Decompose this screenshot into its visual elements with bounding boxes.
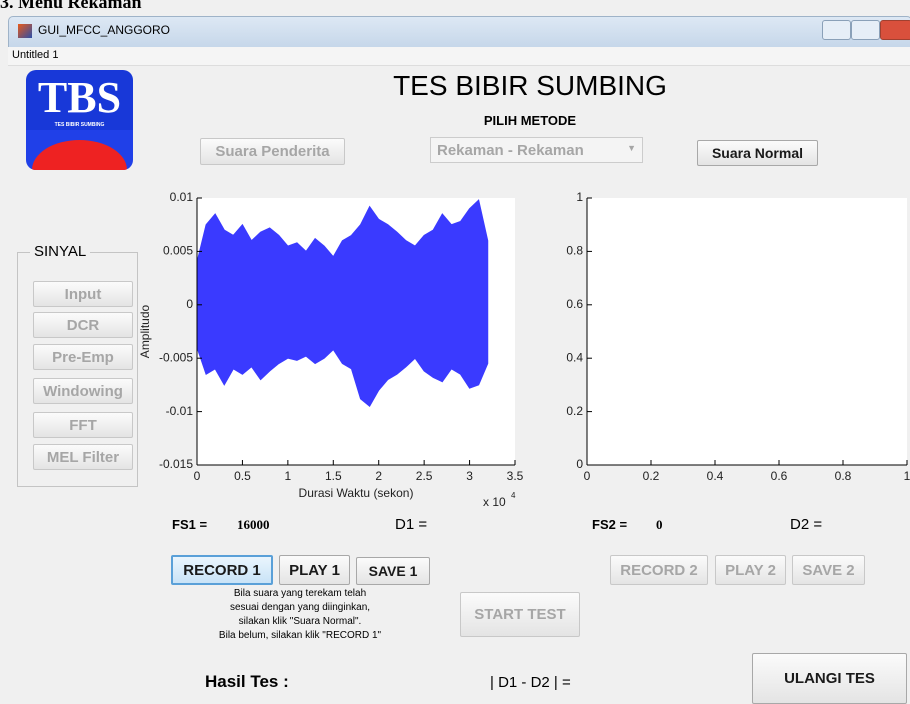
d1-label: D1 = bbox=[395, 516, 428, 533]
y-tick-label: 1 bbox=[576, 190, 583, 204]
method-dropdown[interactable]: Rekaman - Rekaman ▼ bbox=[430, 137, 643, 163]
app-icon bbox=[18, 24, 32, 38]
y-tick-label: 0.8 bbox=[566, 244, 583, 258]
fs2-value: 0 bbox=[656, 517, 663, 532]
ulangi-button[interactable]: ULANGI TES bbox=[752, 653, 907, 704]
start-test-button[interactable]: START TEST bbox=[460, 592, 580, 637]
y-tick-label: -0.005 bbox=[159, 350, 193, 364]
menu-bar bbox=[8, 47, 910, 66]
save2-button[interactable]: SAVE 2 bbox=[792, 555, 865, 585]
sinyal-button[interactable]: MEL Filter bbox=[33, 444, 133, 470]
instructions: Bila suara yang terekam telah sesuai deng… bbox=[180, 587, 420, 643]
sinyal-button[interactable]: Windowing bbox=[33, 378, 133, 404]
fs1-value: 16000 bbox=[237, 517, 270, 532]
x-tick-label: 2 bbox=[375, 469, 382, 483]
maximize-button[interactable] bbox=[851, 20, 880, 40]
sinyal-button[interactable]: DCR bbox=[33, 312, 133, 338]
menu-item[interactable]: Untitled 1 bbox=[12, 49, 59, 61]
y-tick-label: 0 bbox=[576, 457, 583, 471]
x-tick-label: 3 bbox=[466, 469, 473, 483]
heading: 3. Menu Rekaman bbox=[0, 0, 142, 12]
x-exponent: 4 bbox=[511, 491, 516, 500]
x-tick-label: 2.5 bbox=[416, 469, 433, 483]
d2-label: D2 = bbox=[790, 516, 823, 533]
fs1-label: FS1 = bbox=[172, 517, 208, 532]
save1-button[interactable]: SAVE 1 bbox=[356, 557, 430, 585]
x-tick-label: 1 bbox=[285, 469, 292, 483]
x-axis-label: Durasi Waktu (sekon) bbox=[299, 486, 414, 500]
method-label: PILIH METODE bbox=[483, 113, 577, 128]
play2-button[interactable]: PLAY 2 bbox=[715, 555, 786, 585]
window-title: GUI_MFCC_ANGGORO bbox=[38, 23, 171, 37]
diff-label: | D1 - D2 | = bbox=[490, 674, 571, 691]
play1-button[interactable]: PLAY 1 bbox=[279, 555, 350, 585]
y-axis-label: Amplitudo bbox=[138, 305, 152, 359]
result-label: Hasil Tes : bbox=[205, 672, 289, 691]
instruction-line: Bila suara yang terekam telah bbox=[233, 588, 367, 599]
app-title: TES BIBIR SUMBING bbox=[393, 70, 667, 101]
logo-caption: TES BIBIR SUMBING bbox=[54, 122, 105, 128]
close-button[interactable] bbox=[880, 20, 910, 40]
y-tick-label: 0.6 bbox=[566, 297, 583, 311]
logo-text: TBS bbox=[37, 73, 122, 122]
fs2-label: FS2 = bbox=[592, 517, 628, 532]
x-tick-label: 0.6 bbox=[771, 469, 788, 483]
x-tick-label: 0 bbox=[194, 469, 201, 483]
x-tick-label: 0 bbox=[584, 469, 591, 483]
sinyal-button[interactable]: Input bbox=[33, 281, 133, 307]
x-tick-label: 0.8 bbox=[835, 469, 852, 483]
logo: TBS TES BIBIR SUMBING bbox=[26, 70, 133, 170]
sinyal-title: SINYAL bbox=[30, 243, 91, 260]
y-tick-label: 0 bbox=[186, 297, 193, 311]
dropdown-value: Rekaman - Rekaman bbox=[437, 142, 584, 159]
y-tick-label: 0.005 bbox=[163, 244, 193, 258]
x-tick-label: 1.5 bbox=[325, 469, 342, 483]
y-tick-label: -0.01 bbox=[166, 404, 194, 418]
y-tick-label: 0.2 bbox=[566, 404, 583, 418]
y-tick-label: -0.015 bbox=[159, 457, 193, 471]
x-tick-label: 1 bbox=[904, 469, 910, 483]
x-tick-label: 3.5 bbox=[507, 469, 524, 483]
x-multiplier: x 10 bbox=[483, 495, 506, 509]
suara-normal-button[interactable]: Suara Normal bbox=[697, 140, 818, 166]
instruction-line: sesuai dengan yang diinginkan, bbox=[229, 602, 371, 613]
x-tick-label: 0.2 bbox=[643, 469, 660, 483]
y-tick-label: 0.4 bbox=[566, 350, 583, 364]
axes-background bbox=[587, 198, 907, 465]
y-tick-label: 0.01 bbox=[170, 190, 194, 204]
sinyal-button[interactable]: FFT bbox=[33, 412, 133, 438]
x-tick-label: 0.5 bbox=[234, 469, 251, 483]
instruction-line: silakan klik "Suara Normal". bbox=[238, 616, 362, 627]
suara-penderita-button[interactable]: Suara Penderita bbox=[200, 138, 345, 165]
waveform bbox=[196, 199, 489, 408]
record1-button[interactable]: RECORD 1 bbox=[171, 555, 273, 585]
minimize-button[interactable] bbox=[822, 20, 851, 40]
record2-button[interactable]: RECORD 2 bbox=[610, 555, 708, 585]
instruction-line: Bila belum, silakan klik "RECORD 1" bbox=[218, 630, 382, 641]
sinyal-button[interactable]: Pre-Emp bbox=[33, 344, 133, 370]
x-tick-label: 0.4 bbox=[707, 469, 724, 483]
